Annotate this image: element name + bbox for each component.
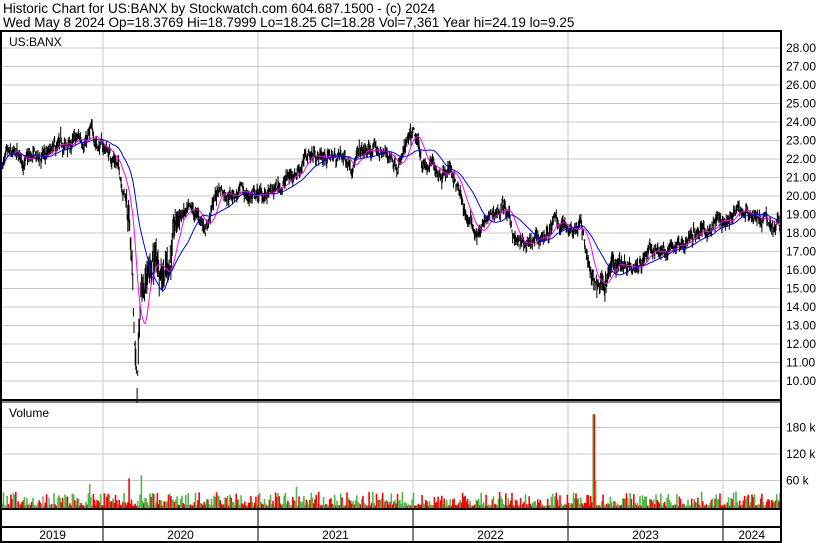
volume-tick-label: 180 k xyxy=(786,421,816,435)
price-tick-label: 16.00 xyxy=(786,263,816,277)
price-tick-label: 15.00 xyxy=(786,282,816,296)
volume-label: Volume xyxy=(9,406,49,420)
year-label: 2020 xyxy=(167,528,194,542)
price-tick-label: 11.00 xyxy=(786,356,815,370)
price-tick-label: 18.00 xyxy=(786,226,816,240)
price-tick-label: 13.00 xyxy=(786,319,816,333)
price-tick-label: 27.00 xyxy=(786,60,816,74)
price-tick-label: 19.00 xyxy=(786,208,816,222)
price-tick-label: 28.00 xyxy=(786,41,816,55)
volume-tick-label: 60 k xyxy=(786,474,810,488)
price-tick-label: 17.00 xyxy=(786,245,816,259)
volume-tick-label: 120 k xyxy=(786,447,816,461)
x-axis-box xyxy=(0,508,782,543)
chart-frame xyxy=(0,30,782,543)
long-moving-average xyxy=(1,138,781,292)
price-tick-label: 21.00 xyxy=(786,171,816,185)
price-bars xyxy=(1,119,781,404)
volume-bars xyxy=(1,414,782,508)
year-label: 2024 xyxy=(738,528,765,542)
quote-info: Wed May 8 2024 Op=18.3769 Hi=18.7999 Lo=… xyxy=(3,15,575,30)
year-label: 2019 xyxy=(39,528,66,542)
symbol-label: US:BANX xyxy=(9,35,62,49)
short-moving-average xyxy=(1,135,781,325)
price-tick-label: 26.00 xyxy=(786,78,816,92)
year-label: 2022 xyxy=(477,528,504,542)
price-tick-label: 12.00 xyxy=(786,337,816,351)
price-tick-label: 22.00 xyxy=(786,152,816,166)
price-tick-label: 25.00 xyxy=(786,97,816,111)
price-tick-label: 24.00 xyxy=(786,115,816,129)
price-tick-label: 14.00 xyxy=(786,300,816,314)
chart-title: Historic Chart for US:BANX by Stockwatch… xyxy=(3,1,436,16)
year-label: 2021 xyxy=(322,528,349,542)
price-tick-label: 10.00 xyxy=(786,374,816,388)
grid xyxy=(2,31,781,509)
price-tick-label: 23.00 xyxy=(786,134,816,148)
year-label: 2023 xyxy=(632,528,659,542)
price-tick-label: 20.00 xyxy=(786,189,816,203)
